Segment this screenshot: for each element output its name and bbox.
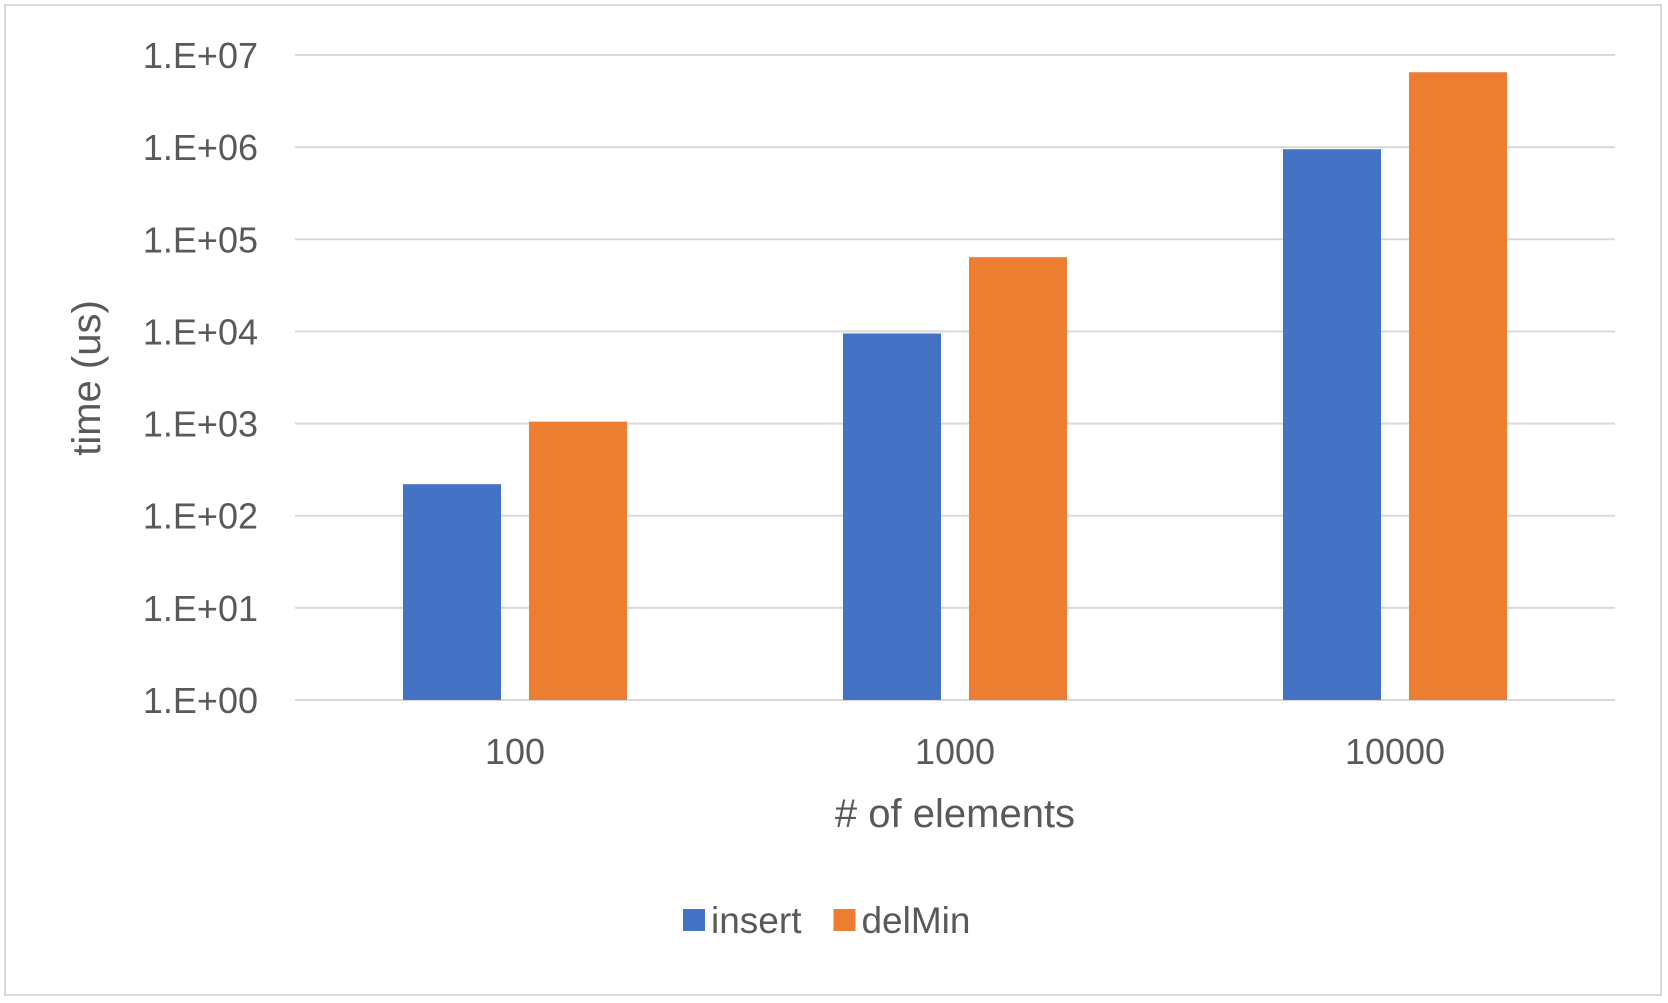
x-tick-label: 10000 xyxy=(1345,731,1445,772)
x-axis-title: # of elements xyxy=(835,792,1075,836)
x-tick-label: 100 xyxy=(485,731,545,772)
bar-insert-1000 xyxy=(843,333,941,700)
y-tick-labels: 1.E+00 1.E+01 1.E+02 1.E+03 1.E+04 1.E+05 1.E+… xyxy=(143,35,258,721)
legend: insert delMin xyxy=(683,900,970,941)
bar-delMin-10000 xyxy=(1409,72,1507,700)
y-tick-label: 1.E+02 xyxy=(143,496,258,537)
y-tick-label: 1.E+07 xyxy=(143,35,258,76)
bar-insert-10000 xyxy=(1283,149,1381,701)
legend-swatch-delMin xyxy=(833,909,856,931)
bar-delMin-1000 xyxy=(969,257,1067,700)
y-tick-label: 1.E+04 xyxy=(143,311,258,352)
legend-label-insert: insert xyxy=(711,900,802,941)
y-tick-label: 1.E+05 xyxy=(143,219,258,260)
x-tick-label: 1000 xyxy=(915,731,995,772)
gridlines xyxy=(295,54,1615,701)
y-tick-label: 1.E+01 xyxy=(143,588,258,629)
bar-delMin-100 xyxy=(529,421,627,700)
x-tick-labels: 100 1000 10000 xyxy=(485,731,1445,772)
y-tick-label: 1.E+06 xyxy=(143,127,258,168)
y-axis-title: time (us) xyxy=(65,300,109,456)
chart-frame xyxy=(4,4,1662,996)
y-tick-label: 1.E+00 xyxy=(143,680,258,721)
bars xyxy=(403,72,1507,701)
legend-label-delMin: delMin xyxy=(861,900,970,941)
legend-swatch-insert xyxy=(683,909,705,931)
bar-insert-100 xyxy=(403,484,501,700)
y-tick-label: 1.E+03 xyxy=(143,404,258,445)
